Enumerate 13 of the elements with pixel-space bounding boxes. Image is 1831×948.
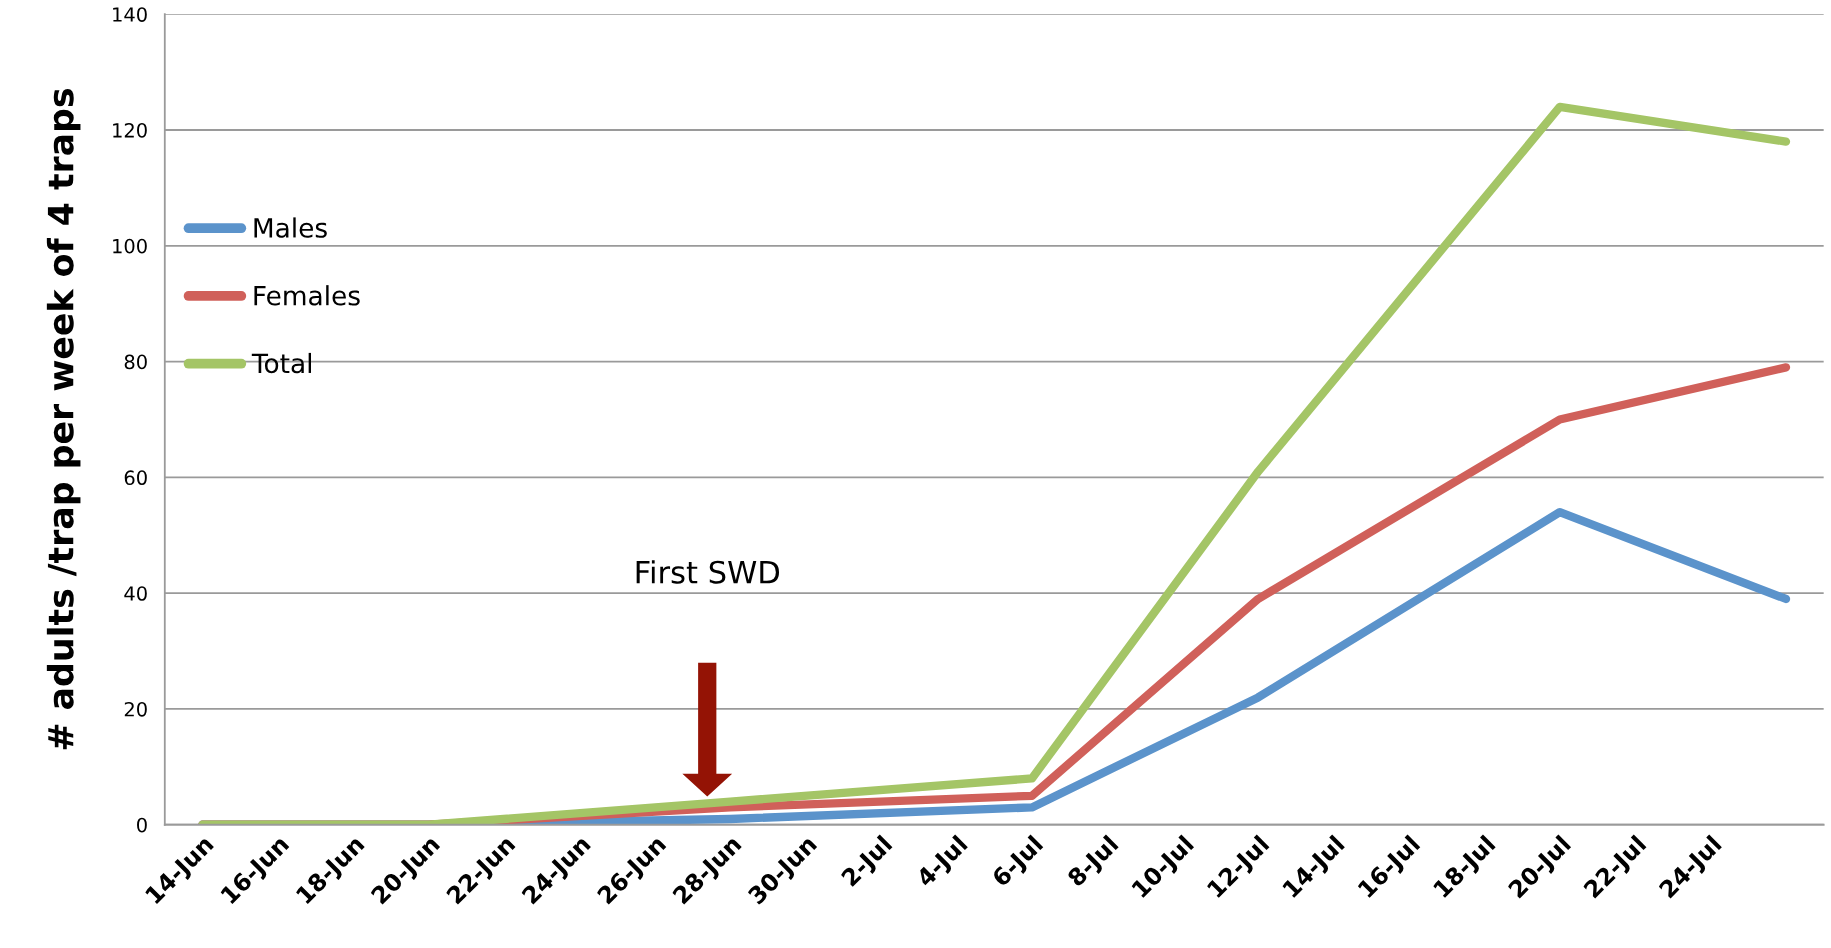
y-tick-label: 40 xyxy=(124,586,147,601)
y-axis-title: # adults /trap per week of 4 traps xyxy=(46,89,81,750)
y-tick-label: 80 xyxy=(124,354,147,370)
legend-label: Males xyxy=(254,217,327,238)
y-tick-label: 140 xyxy=(113,7,147,22)
y-tick-label: 100 xyxy=(113,238,147,254)
y-tick-label: 60 xyxy=(124,470,147,486)
y-tick-label: 120 xyxy=(113,122,147,138)
annotation: First SWD xyxy=(636,560,780,584)
legend-label: Total xyxy=(251,352,312,374)
y-tick-label: 20 xyxy=(124,701,147,717)
legend-label: Females xyxy=(254,285,360,306)
y-tick-label: 0 xyxy=(137,817,147,833)
